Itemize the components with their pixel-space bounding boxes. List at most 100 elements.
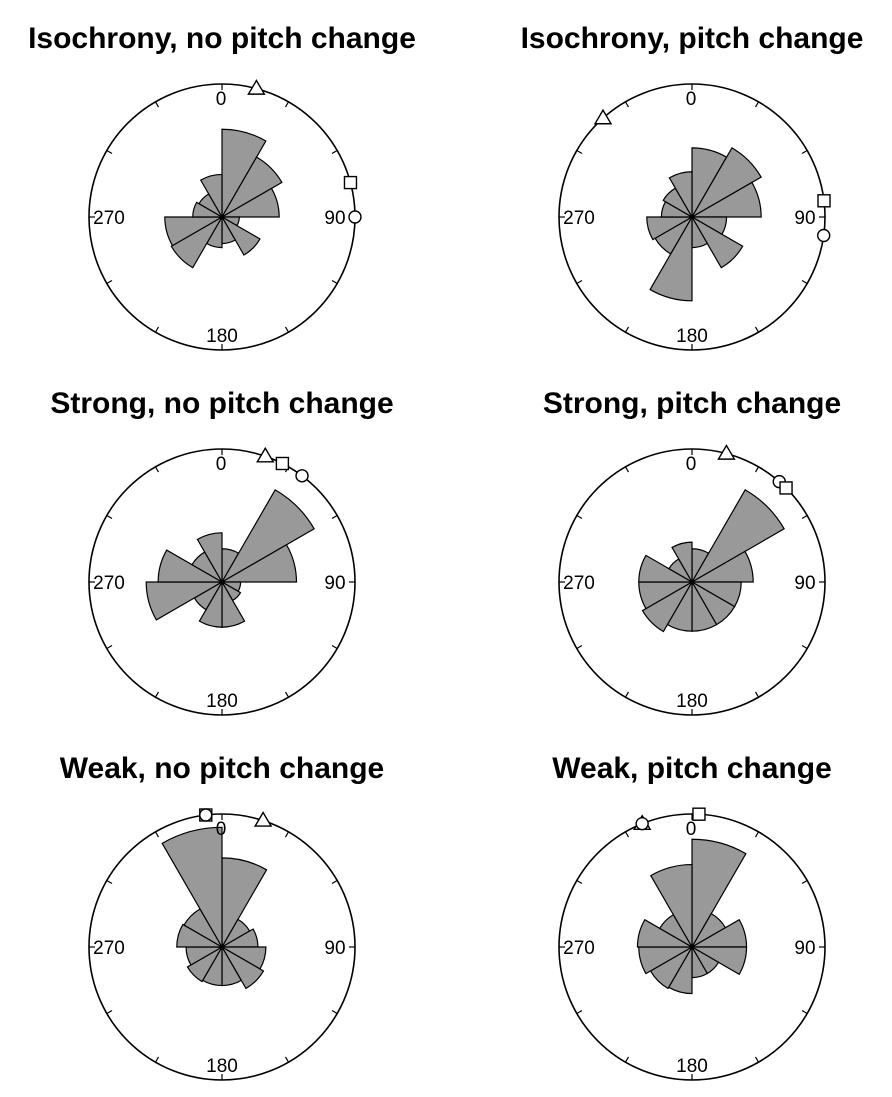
circle-marker	[199, 808, 213, 822]
angle-label: 270	[93, 938, 125, 959]
rose-wedge	[646, 216, 695, 241]
angle-tick	[576, 514, 583, 520]
angle-label: 0	[686, 89, 697, 110]
rose-wedge	[221, 128, 267, 220]
rose-wedge	[219, 187, 280, 218]
angle-label: 0	[216, 89, 227, 110]
angle-tick	[331, 279, 338, 285]
angle-label: 90	[794, 573, 815, 594]
angle-tick	[331, 879, 338, 885]
angle-tick	[284, 1056, 290, 1063]
angle-tick	[154, 326, 160, 333]
triangle-marker	[253, 811, 273, 827]
angle-tick	[801, 644, 808, 650]
angle-tick	[284, 101, 290, 108]
rose-wedge	[199, 173, 223, 220]
angle-tick	[754, 466, 760, 473]
angle-label: 90	[324, 573, 345, 594]
angle-label: 180	[206, 1056, 238, 1077]
panel-title: Strong, pitch change	[543, 387, 841, 420]
angle-tick	[576, 644, 583, 650]
angle-tick	[624, 831, 630, 838]
rose-panel: Weak, pitch change 0 90 180 270	[552, 752, 832, 1081]
square-marker	[275, 456, 290, 471]
triangle-marker	[593, 108, 613, 125]
rose-wedge	[176, 923, 225, 948]
circle-marker	[295, 469, 309, 483]
square-marker	[343, 175, 358, 190]
rose-wedge	[186, 945, 224, 983]
angle-tick	[331, 644, 338, 650]
angle-label: 180	[676, 326, 708, 347]
angle-tick	[284, 691, 290, 698]
angle-tick	[754, 691, 760, 698]
panel-title: Strong, no pitch change	[50, 387, 393, 420]
angle-tick	[106, 879, 113, 885]
angle-tick	[331, 514, 338, 520]
angle-tick	[754, 831, 760, 838]
angle-tick	[154, 101, 160, 108]
rose-wedge	[164, 216, 225, 247]
angle-tick	[624, 101, 630, 108]
angle-label: 270	[563, 938, 595, 959]
angle-tick	[576, 279, 583, 285]
triangle-marker	[247, 79, 266, 95]
rose-wedge	[219, 543, 298, 583]
rose-wedge	[668, 171, 693, 220]
angle-tick	[801, 514, 808, 520]
angle-tick	[154, 831, 160, 838]
angle-label: 180	[206, 691, 238, 712]
rose-panel: Strong, pitch change 0 90 180 270	[543, 387, 841, 716]
angle-tick	[154, 691, 160, 698]
rose-wedge	[161, 826, 223, 950]
rose-wedge	[690, 147, 762, 219]
angle-tick	[106, 1009, 113, 1015]
panel-title: Isochrony, pitch change	[521, 22, 864, 55]
angle-tick	[624, 691, 630, 698]
rose-panel: Isochrony, pitch change 0 90 180 270	[521, 22, 864, 351]
angle-tick	[106, 514, 113, 520]
angle-tick	[331, 1009, 338, 1015]
circle-marker	[817, 228, 831, 243]
angle-tick	[106, 644, 113, 650]
rose-wedge	[649, 863, 693, 950]
rose-wedge	[145, 581, 225, 621]
angle-label: 180	[676, 691, 708, 712]
angle-tick	[754, 101, 760, 108]
circle-marker	[348, 210, 362, 224]
square-marker	[779, 481, 793, 495]
angle-tick	[154, 1056, 160, 1063]
angle-tick	[154, 466, 160, 473]
rose-wedge	[671, 541, 693, 585]
rose-wedge	[220, 489, 315, 584]
angle-tick	[801, 1009, 808, 1015]
triangle-marker	[256, 446, 275, 463]
rose-wedge	[636, 918, 695, 948]
angle-tick	[576, 149, 583, 155]
rose-wedge	[157, 549, 225, 583]
angle-label: 90	[324, 938, 345, 959]
angle-label: 0	[216, 454, 227, 475]
angle-tick	[576, 879, 583, 885]
rose-panel: Isochrony, no pitch change 0 90 180 270	[28, 22, 416, 351]
angle-tick	[624, 1056, 630, 1063]
angle-label: 270	[563, 573, 595, 594]
rose-wedge	[691, 838, 747, 950]
angle-label: 0	[686, 819, 697, 840]
angle-label: 270	[563, 208, 595, 229]
angle-tick	[106, 279, 113, 285]
angle-label: 0	[216, 819, 227, 840]
angle-label: 90	[794, 938, 815, 959]
angle-label: 270	[93, 573, 125, 594]
rose-panel: Weak, no pitch change 0 90 180 270	[60, 752, 384, 1081]
angle-tick	[754, 326, 760, 333]
circle-marker	[635, 816, 649, 831]
rose-wedge	[690, 215, 744, 269]
rose-panel: Strong, no pitch change 0 90 180 270	[50, 387, 394, 716]
angle-tick	[801, 279, 808, 285]
rose-wedge	[689, 181, 762, 218]
rose-wedge	[641, 580, 694, 633]
angle-tick	[331, 149, 338, 155]
